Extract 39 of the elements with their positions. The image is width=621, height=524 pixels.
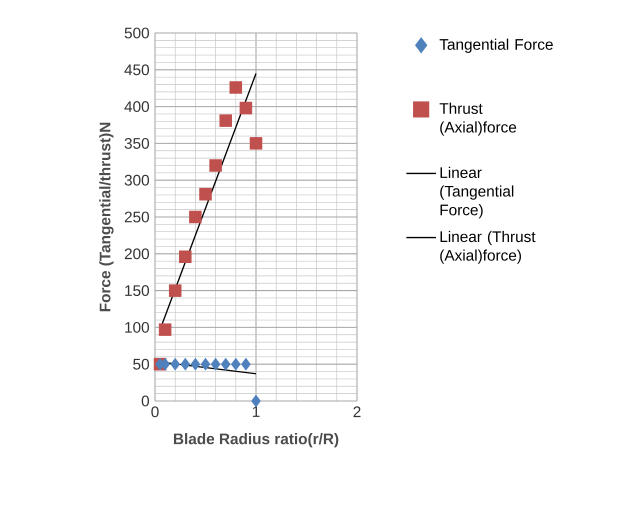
point [199,188,212,200]
x-tick-label: 0 [151,406,159,418]
y-tick-label: 300 [124,174,150,186]
y-tick-label: 0 [142,396,150,406]
point [231,358,241,370]
y-tick-label: 200 [124,248,150,260]
point [241,358,251,370]
point [170,358,180,370]
legend-label: Tangential Force [440,38,553,53]
y-tick-label: 350 [124,138,150,149]
point [209,159,222,172]
point [168,284,182,297]
x-axis-title: Blade Radius ratio(r/R) [174,433,338,448]
y-tick-label: 250 [124,212,150,222]
point [240,102,252,114]
point [189,210,202,224]
x-tick-label: 2 [354,406,360,418]
point [210,358,220,370]
legend-label: Thrust (Axial)force [440,102,516,136]
point [158,323,172,336]
legend-label: Linear (Thrust (Axial)force) [440,230,536,264]
y-tick-label: 450 [124,64,150,76]
y-tick-label: 150 [125,285,150,296]
point [179,250,192,264]
legend-label: Linear (Tangential Force) [440,166,514,218]
y-tick-label: 50 [133,358,150,370]
y-tick-label: 500 [124,28,150,38]
point [251,394,261,408]
point [230,81,242,94]
y-tick-label: 400 [124,101,150,112]
y-tick-label: 100 [125,322,150,333]
x-tick-label: 1 [252,406,260,417]
point [200,358,210,370]
point [250,137,262,150]
y-axis-title: Force (Tangential/thrust)N [99,122,114,312]
point [219,114,232,127]
point [180,358,190,370]
point [220,358,230,370]
point [190,358,200,370]
